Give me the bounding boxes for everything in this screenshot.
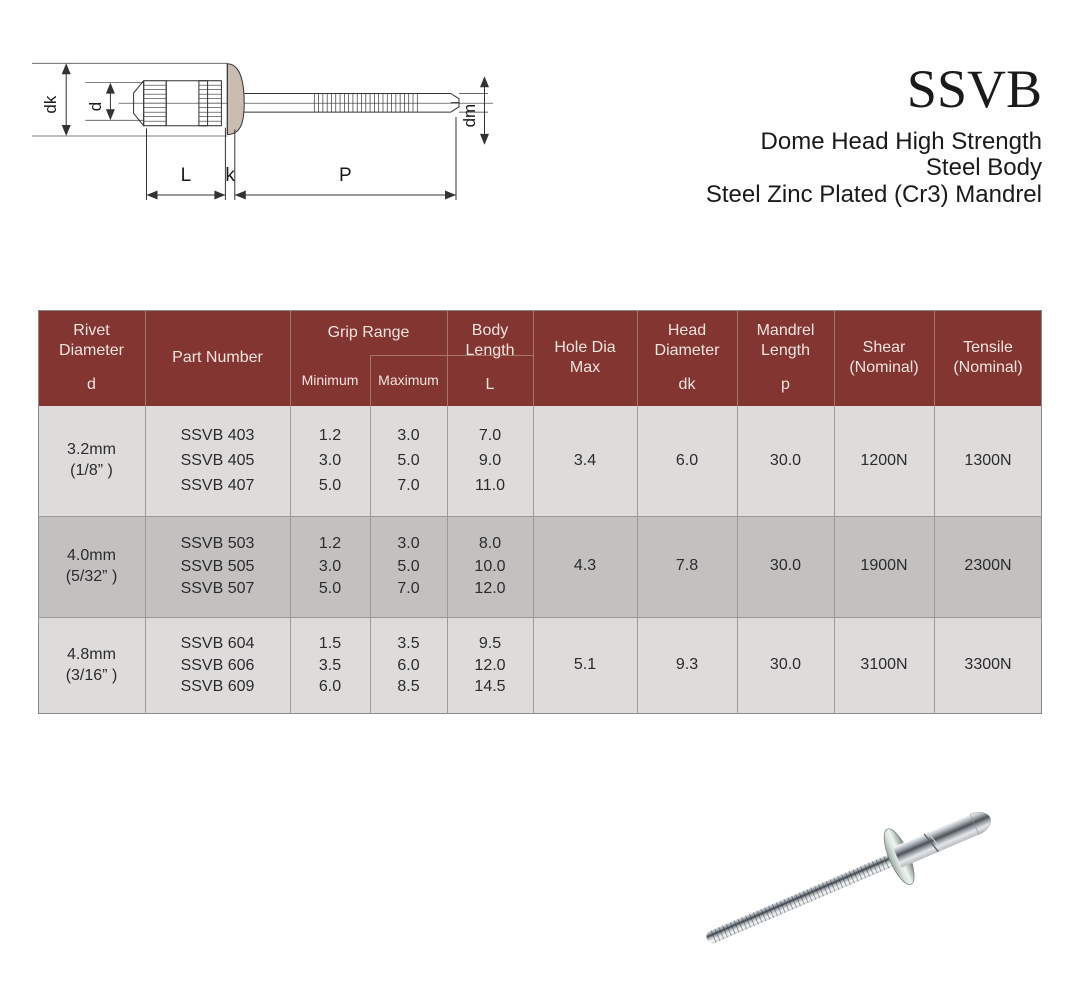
svg-text:d: d xyxy=(86,102,105,111)
svg-text:dk: dk xyxy=(41,95,60,113)
svg-text:L: L xyxy=(181,165,192,186)
svg-text:dm: dm xyxy=(460,104,479,128)
svg-text:k: k xyxy=(225,165,235,186)
svg-text:P: P xyxy=(339,165,352,186)
